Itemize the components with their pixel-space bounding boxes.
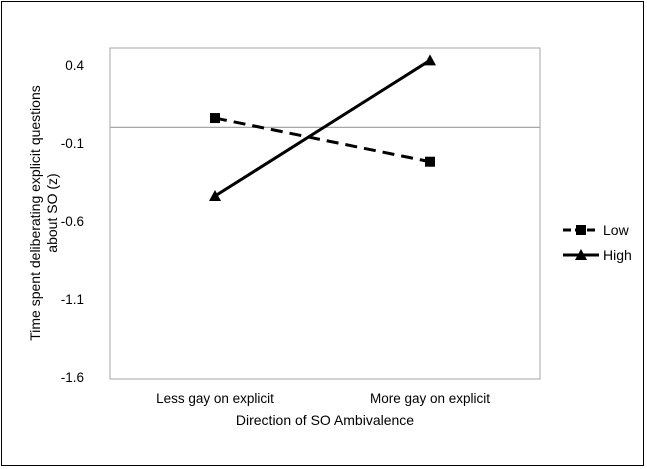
y-tick-label: -0.6 [61, 214, 84, 229]
legend-marker-high [575, 249, 587, 260]
y-tick-label: 0.4 [65, 58, 84, 73]
x-tick-label: More gay on explicit [370, 391, 490, 406]
legend-label-high: High [603, 247, 632, 263]
y-axis-title: Time spent deliberating explicit questio… [27, 85, 60, 341]
legend-marker-low [576, 225, 586, 235]
data-point-low [425, 156, 435, 167]
data-point-low [210, 113, 220, 124]
y-tick-label: -1.6 [61, 370, 84, 385]
data-point-high [424, 54, 436, 66]
data-point-high [209, 190, 221, 202]
x-tick-label: Less gay on explicit [156, 391, 274, 406]
x-axis-title: Direction of SO Ambivalence [236, 412, 414, 428]
y-tick-label: -0.1 [61, 136, 84, 151]
series-line-low [214, 116, 431, 164]
legend-label-low: Low [603, 222, 630, 238]
y-tick-label: -1.1 [61, 292, 84, 307]
plot-area [109, 47, 541, 380]
y-axis-title-line-1: Time spent deliberating explicit questio… [27, 85, 43, 341]
legend: Low High [563, 222, 632, 263]
y-axis-title-line-2: about SO (z) [44, 173, 60, 252]
series-line-high [214, 59, 431, 198]
series-layer [209, 54, 436, 202]
x-axis-ticks: Less gay on explicit More gay on explicit [156, 391, 490, 406]
y-axis-ticks: 0.4 -0.1 -0.6 -1.1 -1.6 [61, 58, 85, 385]
